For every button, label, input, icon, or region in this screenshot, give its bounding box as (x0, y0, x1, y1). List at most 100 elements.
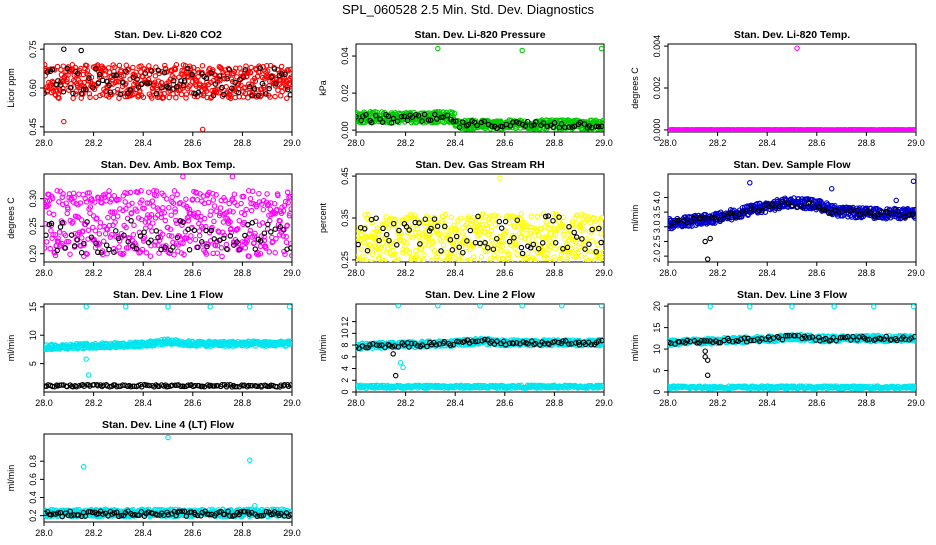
data-point (276, 88, 280, 92)
chart-title: Stan. Dev. Li-820 CO2 (114, 29, 222, 41)
data-point (279, 64, 283, 68)
data-point (107, 247, 111, 251)
outlier-point (79, 48, 83, 52)
x-tick-label: 28.2 (397, 268, 415, 278)
y-axis-label: ml/min (6, 335, 16, 362)
x-tick-label: 28.6 (184, 268, 202, 278)
data-point (165, 197, 169, 201)
data-point (493, 223, 497, 227)
y-tick-label: 0.02 (340, 84, 350, 102)
x-tick-label: 28.4 (134, 138, 152, 148)
data-point (219, 246, 223, 250)
outlier-point (830, 187, 834, 191)
x-tick-label: 28.2 (85, 268, 103, 278)
data-point (500, 226, 504, 230)
x-tick-label: 28.8 (858, 268, 876, 278)
outlier-point (398, 361, 402, 365)
data-point (131, 233, 135, 237)
data-point (232, 192, 236, 196)
data-points (42, 175, 294, 259)
data-point (243, 246, 247, 250)
data-point (175, 192, 179, 196)
data-point (386, 226, 390, 230)
data-point (359, 247, 363, 251)
data-point (122, 251, 126, 255)
data-point (220, 254, 224, 258)
data-point (535, 214, 539, 218)
data-point (71, 96, 75, 100)
data-point (476, 261, 480, 265)
data-point (211, 198, 215, 202)
y-tick-label: 0.00 (340, 121, 350, 139)
data-point (163, 218, 167, 222)
x-tick-label: 28.4 (446, 138, 464, 148)
data-point (489, 228, 493, 232)
data-point (222, 236, 226, 240)
y-tick-label: 0.60 (28, 79, 38, 97)
data-point (179, 92, 183, 96)
data-point (212, 219, 216, 223)
chart-title: Stan. Dev. Line 2 Flow (425, 289, 536, 301)
data-point (144, 251, 148, 255)
data-point (519, 212, 523, 216)
outlier-point (599, 46, 603, 50)
outlier-point (181, 175, 185, 179)
data-point (114, 229, 118, 233)
x-tick-label: 29.0 (283, 398, 301, 408)
data-point (541, 212, 545, 216)
x-tick-label: 28.6 (496, 138, 514, 148)
data-point (244, 207, 248, 211)
x-tick-label: 29.0 (595, 138, 613, 148)
data-points (354, 304, 606, 391)
data-point (102, 239, 106, 243)
y-tick-label: 0.25 (340, 251, 350, 269)
data-point (224, 85, 228, 89)
data-point (174, 96, 178, 100)
data-point (148, 254, 152, 258)
data-point (224, 242, 228, 246)
data-point (156, 243, 160, 247)
x-tick-label: 29.0 (907, 268, 925, 278)
x-tick-label: 28.2 (709, 268, 727, 278)
data-point (111, 215, 115, 219)
figure-title: SPL_060528 2.5 Min. Std. Dev. Diagnostic… (0, 2, 936, 17)
y-tick-label: 0.25 (28, 217, 38, 235)
y-tick-label: 0 (340, 389, 350, 394)
outlier-point (84, 305, 88, 309)
outlier-point (62, 47, 66, 51)
data-point (509, 259, 513, 263)
x-tick-label: 28.4 (446, 398, 464, 408)
data-point (172, 253, 176, 257)
chart-title: Stan. Dev. Sample Flow (733, 159, 851, 171)
data-point (42, 246, 46, 250)
y-tick-label: 2.5 (652, 235, 662, 248)
y-axis-label: Licor ppm (6, 68, 16, 108)
outlier-point (230, 175, 234, 179)
data-points (42, 305, 294, 390)
data-point (150, 229, 154, 233)
outlier-point (248, 305, 252, 309)
data-point (519, 245, 523, 249)
y-axis-label: percent (318, 202, 328, 233)
data-point (529, 214, 533, 218)
data-point (556, 220, 560, 224)
x-tick-label: 29.0 (595, 268, 613, 278)
outlier-point (703, 239, 707, 243)
data-point (267, 250, 271, 254)
data-point (71, 91, 75, 95)
data-point (460, 231, 464, 235)
outlier-point (748, 181, 752, 185)
data-point (80, 236, 84, 240)
y-tick-label: 0.45 (340, 167, 350, 185)
y-tick-label: 0.20 (28, 245, 38, 263)
data-point (237, 219, 241, 223)
data-point (273, 251, 277, 255)
data-point (173, 210, 177, 214)
x-tick-label: 28.2 (709, 138, 727, 148)
outlier-point (706, 257, 710, 261)
data-point (218, 206, 222, 210)
